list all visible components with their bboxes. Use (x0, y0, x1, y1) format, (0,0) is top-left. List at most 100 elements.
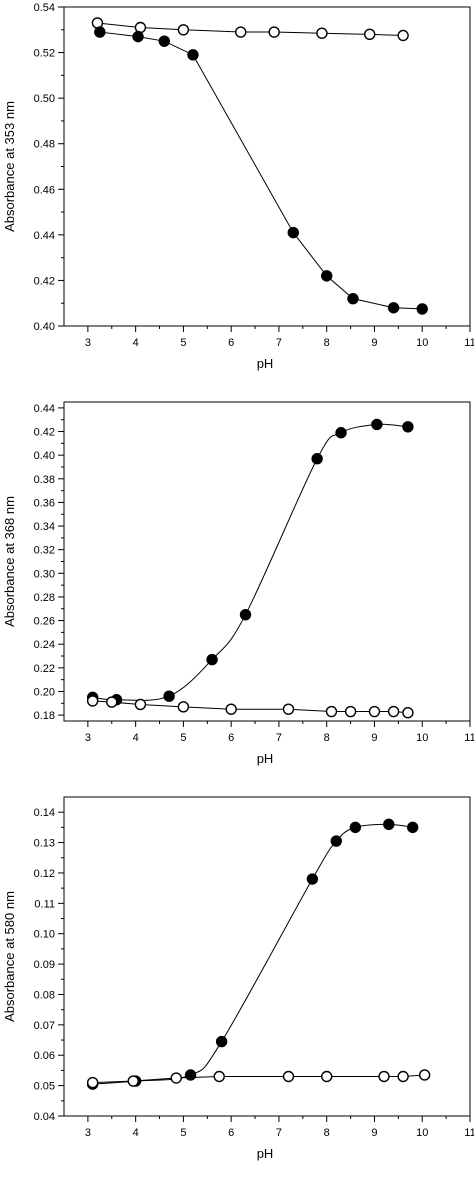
series-1-point (349, 821, 362, 834)
series-2-line (92, 1074, 425, 1084)
y-axis-label: Absorbance at 368 nm (2, 496, 17, 627)
y-tick-label: 0.10 (34, 929, 55, 941)
y-tick-label: 0.08 (34, 989, 55, 1001)
series-2-point (368, 705, 381, 718)
x-tick-label: 11 (464, 732, 474, 744)
series-2-point (387, 302, 400, 314)
series-2-point (170, 1072, 182, 1084)
y-tick-label: 0.36 (34, 497, 55, 509)
series-2-point (132, 30, 144, 43)
series-1-point (163, 690, 175, 702)
series-1-point (306, 873, 319, 885)
series-1-point (397, 29, 409, 42)
y-tick-label: 0.32 (34, 545, 55, 557)
x-tick-label: 11 (464, 337, 474, 349)
x-tick-label: 10 (416, 337, 428, 349)
y-tick-label: 0.06 (34, 1050, 55, 1062)
series-1-point (316, 27, 328, 39)
y-tick-label: 0.09 (34, 959, 55, 971)
x-tick-label: 10 (416, 1127, 428, 1139)
series-1-point (402, 421, 414, 433)
y-tick-label: 0.30 (34, 568, 55, 580)
series-2-point (134, 698, 147, 711)
x-tick-label: 5 (180, 732, 186, 744)
series-2-point (321, 1070, 333, 1083)
x-tick-label: 9 (371, 337, 377, 349)
y-tick-label: 0.54 (34, 2, 55, 14)
x-tick-label: 6 (228, 732, 234, 744)
plot-frame (63, 401, 471, 722)
y-tick-label: 0.12 (34, 868, 55, 880)
series-2-point (416, 303, 428, 315)
x-axis-label: pH (257, 751, 274, 766)
series-2-point (86, 1076, 99, 1089)
y-tick-label: 0.52 (34, 48, 55, 60)
y-tick-label: 0.44 (34, 230, 55, 242)
y-tick-label: 0.05 (34, 1081, 55, 1093)
series-2-point (378, 1070, 390, 1083)
series-2-point (287, 226, 299, 239)
series-1-point (215, 1035, 228, 1048)
y-axis-label: Absorbance at 580 nm (2, 891, 17, 1022)
x-tick-label: 10 (416, 732, 428, 744)
x-tick-label: 5 (180, 1127, 186, 1139)
chart-panel-3: 3 4 5 6 7 8 9 10 11 0.04 0.05 0.06 0.07 0.08 0.09 0.10 0… (2, 796, 474, 1161)
x-tick-label: 7 (276, 732, 282, 744)
series-2-point (344, 705, 357, 718)
series-2-point (187, 49, 199, 61)
x-tick-label: 8 (324, 732, 330, 744)
series-1-point (335, 427, 347, 439)
series-1-point (268, 26, 280, 38)
y-tick-label: 0.20 (34, 686, 55, 698)
series-2-point (94, 26, 106, 38)
series-1-point (311, 453, 323, 465)
x-tick-label: 3 (85, 1127, 91, 1139)
series-1-line (92, 423, 408, 701)
x-axis-label: pH (257, 356, 274, 371)
y-tick-label: 0.34 (34, 521, 55, 533)
x-tick-label: 6 (228, 1127, 234, 1139)
y-tick-label: 0.40 (34, 450, 55, 462)
series-2-point (325, 705, 338, 718)
series-2-point (282, 1070, 295, 1083)
series-1-point (239, 608, 252, 621)
series-1-point (184, 1069, 197, 1081)
y-axis-label: Absorbance at 353 nm (2, 101, 17, 232)
series-2-point (127, 1075, 139, 1087)
x-tick-label: 4 (133, 1127, 139, 1139)
y-tick-label: 0.22 (34, 663, 55, 675)
y-tick-label: 0.44 (34, 403, 55, 415)
series-1-point (206, 653, 218, 666)
y-tick-label: 0.24 (34, 639, 55, 651)
x-tick-label: 4 (133, 337, 139, 349)
x-tick-label: 7 (276, 1127, 282, 1139)
x-tick-label: 8 (324, 337, 330, 349)
plot-frame (63, 6, 471, 327)
y-tick-label: 0.14 (34, 807, 55, 819)
y-tick-label: 0.42 (34, 427, 55, 439)
series-1-point (371, 418, 383, 431)
chart-panel-2: 3 4 5 6 7 8 9 10 11 0.18 0.20 0.22 0.24 0.26 0.28 0.30 0… (2, 401, 474, 766)
series-2-point (387, 705, 400, 718)
series-1-point (363, 28, 376, 41)
series-2-point (397, 1070, 409, 1083)
y-tick-label: 0.38 (34, 474, 55, 486)
y-tick-label: 0.26 (34, 616, 55, 628)
series-1-point (177, 24, 190, 36)
x-tick-label: 3 (85, 732, 91, 744)
series-1-point (406, 821, 419, 834)
series-1-point (91, 17, 104, 29)
x-tick-label: 7 (276, 337, 282, 349)
series-2-point (225, 703, 237, 715)
plot-frame (63, 796, 471, 1117)
x-tick-label: 9 (371, 732, 377, 744)
x-tick-label: 11 (464, 1127, 474, 1139)
y-tick-label: 0.40 (34, 321, 55, 333)
x-tick-label: 4 (133, 732, 139, 744)
x-tick-label: 6 (228, 337, 234, 349)
x-tick-label: 5 (180, 337, 186, 349)
series-2-point (402, 707, 414, 719)
y-tick-label: 0.46 (34, 184, 55, 196)
y-tick-label: 0.11 (34, 898, 55, 910)
